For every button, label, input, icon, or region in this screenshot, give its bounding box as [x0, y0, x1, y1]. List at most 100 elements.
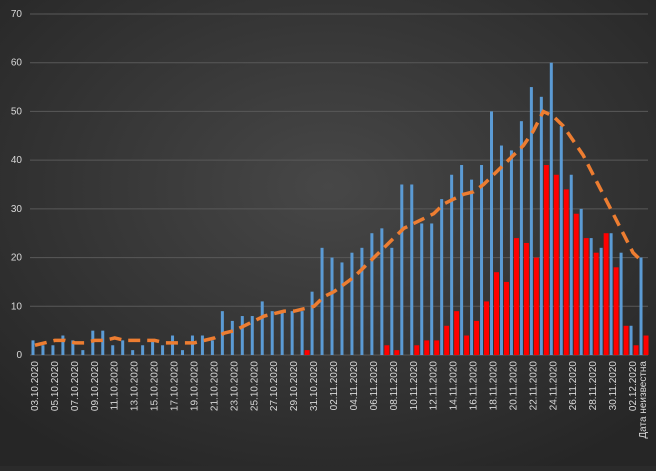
bar: [260, 301, 264, 355]
bar: [131, 350, 135, 355]
bar: [559, 126, 563, 356]
bar: [320, 247, 324, 355]
bar: [270, 311, 274, 355]
x-tick-label: 02.11.2020: [329, 361, 340, 411]
bar: [499, 145, 503, 355]
bar: [390, 247, 394, 355]
x-tick-label: 14.11.2020: [449, 361, 460, 411]
bar: [529, 87, 533, 356]
x-tick-label: 08.11.2020: [389, 361, 400, 411]
bar: [330, 257, 334, 355]
bar: [629, 325, 633, 355]
x-tick-label: 11.10.2020: [110, 361, 121, 411]
bar: [573, 213, 579, 355]
bar: [480, 165, 484, 355]
bar: [420, 223, 424, 355]
bar: [503, 281, 509, 355]
bar: [360, 247, 364, 355]
x-tick-label: 06.11.2020: [369, 361, 380, 411]
bar: [543, 165, 549, 355]
bar: [563, 189, 569, 355]
trend-line: [34, 109, 645, 347]
bar: [350, 252, 354, 355]
bar: [440, 199, 444, 355]
bar: [450, 174, 454, 355]
bar: [394, 350, 400, 355]
y-tick-label: 40: [11, 155, 23, 166]
bar: [523, 242, 529, 355]
bar: [81, 350, 85, 355]
y-tick-label: 50: [11, 106, 23, 117]
x-tick-label: 19.10.2020: [189, 361, 200, 411]
bar: [569, 174, 573, 355]
bar: [380, 228, 384, 355]
bar: [91, 330, 95, 355]
bar: [639, 257, 643, 355]
x-tick-label: 27.10.2020: [269, 361, 280, 411]
x-tick-label: 15.10.2020: [150, 361, 161, 411]
x-tick-label: 17.10.2020: [170, 361, 181, 411]
bar: [609, 233, 613, 355]
bar: [61, 335, 65, 355]
bar: [633, 345, 639, 355]
bar: [190, 335, 194, 355]
bar: [593, 252, 599, 355]
bar: [51, 345, 55, 355]
bar: [589, 238, 593, 355]
x-tick-label: 05.10.2020: [50, 361, 61, 411]
bar: [210, 340, 214, 355]
bar: [539, 96, 543, 356]
bar: [454, 311, 460, 355]
x-tick-label: 21.10.2020: [209, 361, 220, 411]
x-tick-label: 31.10.2020: [309, 361, 320, 411]
x-tick-label: 18.11.2020: [489, 361, 500, 411]
bar: [643, 335, 649, 355]
x-tick-label: 24.11.2020: [548, 361, 559, 411]
x-tick-label: 16.11.2020: [469, 361, 480, 411]
bar: [240, 316, 244, 355]
y-tick-label: 70: [11, 9, 23, 20]
y-tick-label: 30: [11, 204, 23, 215]
bar: [474, 320, 480, 355]
bar: [619, 252, 623, 355]
x-tick-label: 29.10.2020: [289, 361, 300, 411]
bar: [434, 340, 440, 355]
bar: [623, 325, 629, 355]
bar: [533, 257, 539, 355]
bar: [310, 291, 314, 355]
bar: [121, 340, 125, 355]
bar: [340, 262, 344, 355]
bar: [304, 350, 310, 355]
x-tick-label: 09.10.2020: [90, 361, 101, 411]
bar: [290, 311, 294, 355]
bar: [171, 335, 175, 355]
x-tick-label: 30.11.2020: [608, 361, 619, 411]
x-tick-label: 20.11.2020: [508, 361, 519, 411]
bar: [370, 233, 374, 355]
bar: [470, 179, 474, 355]
x-tick-label: 13.10.2020: [130, 361, 141, 411]
bar: [31, 340, 35, 355]
bar: [101, 330, 105, 355]
bar: [444, 325, 450, 355]
bar: [280, 311, 284, 355]
bar: [513, 238, 519, 355]
x-tick-label: 23.10.2020: [229, 361, 240, 411]
bar: [41, 345, 45, 355]
y-tick-label: 10: [11, 301, 23, 312]
bar: [230, 320, 234, 355]
x-tick-label: 12.11.2020: [429, 361, 440, 411]
x-tick-label: Дата неизвестна: [638, 361, 649, 439]
x-tick-label: 04.11.2020: [349, 361, 360, 411]
bar: [519, 121, 523, 356]
y-tick-label: 20: [11, 253, 23, 264]
x-tick-label: 03.10.2020: [30, 361, 41, 411]
x-tick-label: 25.10.2020: [249, 361, 260, 411]
bar: [553, 174, 559, 355]
x-tick-label: 28.11.2020: [588, 361, 599, 411]
bar: [579, 208, 583, 355]
bar: [410, 184, 414, 355]
bar: [400, 184, 404, 355]
bar: [464, 335, 470, 355]
